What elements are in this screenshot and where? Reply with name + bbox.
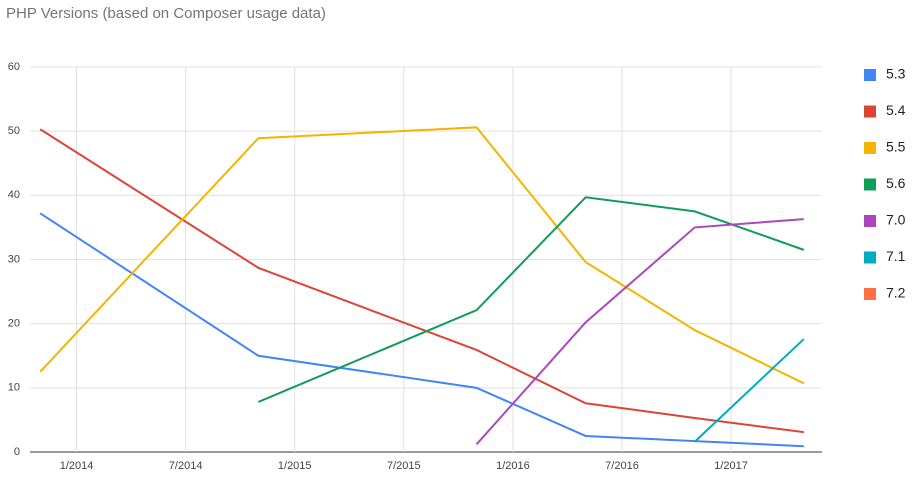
x-tick-label: 7/2014 [169,460,203,472]
legend-swatch [864,178,876,191]
x-tick-label: 7/2015 [387,460,421,472]
y-tick-label: 0 [14,446,20,458]
chart-title: PHP Versions (based on Composer usage da… [6,5,326,22]
legend-label: 7.2 [886,285,906,301]
legend-swatch [864,105,876,118]
x-tick-label: 7/2016 [605,460,639,472]
x-tick-label: 1/2017 [714,460,748,472]
series-line [39,126,805,385]
legend-label: 7.1 [886,248,906,264]
legend-label: 5.3 [886,66,906,82]
series-line [694,338,805,443]
x-tick-label: 1/2015 [278,460,312,472]
legend-label: 5.6 [886,175,906,191]
legend-swatch [864,215,876,227]
x-tick-label: 1/2014 [60,460,94,472]
y-tick-label: 30 [8,253,20,265]
series-line [39,212,804,448]
legend-label: 7.0 [886,212,906,228]
series-line [475,218,804,445]
legend-label: 5.5 [886,139,906,155]
y-tick-label: 20 [8,318,20,330]
legend-label: 5.4 [886,102,906,118]
y-tick-label: 10 [8,382,20,394]
series-line [39,128,804,434]
legend-swatch [864,69,876,81]
legend-swatch [864,251,876,264]
y-tick-label: 50 [8,125,20,137]
y-tick-label: 60 [8,61,20,73]
y-tick-label: 40 [8,189,20,201]
legend-swatch [864,142,876,154]
legend-swatch [864,288,876,300]
x-tick-label: 1/2016 [496,460,530,472]
